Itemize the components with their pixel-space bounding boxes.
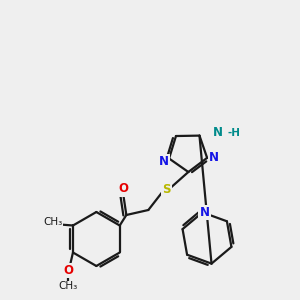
Text: N: N <box>209 151 219 164</box>
Text: O: O <box>63 264 73 277</box>
Text: N: N <box>200 206 209 219</box>
Text: -H: -H <box>227 128 241 138</box>
Text: O: O <box>118 182 128 196</box>
Text: N: N <box>212 126 223 139</box>
Text: CH₃: CH₃ <box>58 281 78 292</box>
Text: N: N <box>159 155 169 168</box>
Text: S: S <box>162 184 171 196</box>
Text: CH₃: CH₃ <box>43 218 63 227</box>
